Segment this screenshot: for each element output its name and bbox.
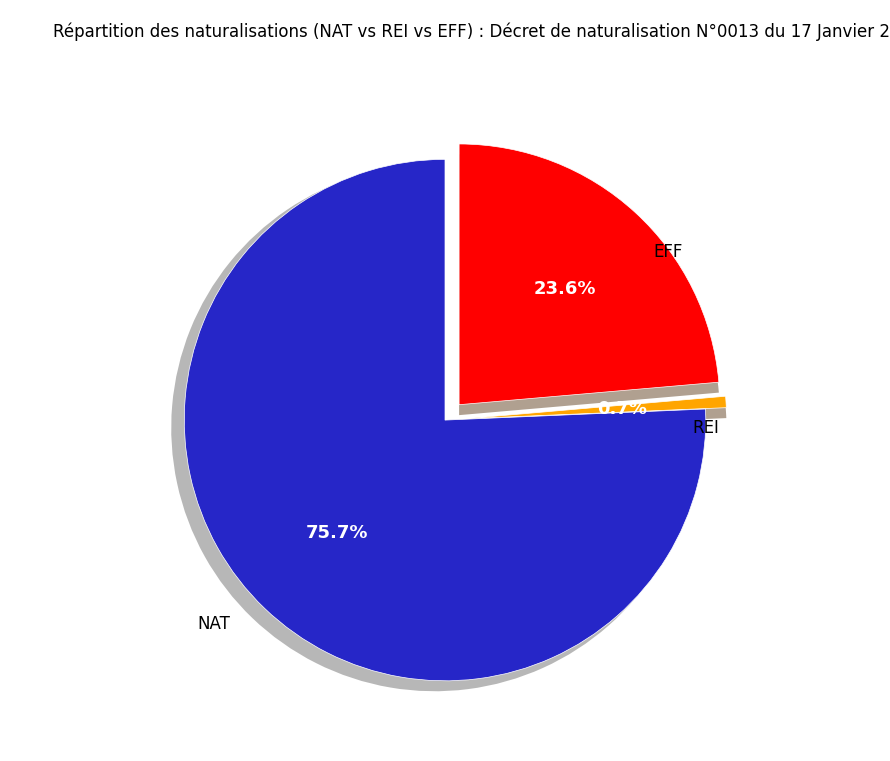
Text: 0.7%: 0.7%	[597, 400, 647, 418]
Text: NAT: NAT	[198, 615, 231, 632]
Wedge shape	[459, 154, 719, 416]
Wedge shape	[184, 159, 706, 681]
Wedge shape	[171, 164, 698, 691]
Wedge shape	[465, 406, 726, 429]
Wedge shape	[465, 396, 726, 419]
Wedge shape	[459, 144, 719, 405]
Text: 75.7%: 75.7%	[305, 524, 368, 542]
Text: 23.6%: 23.6%	[534, 280, 596, 298]
Text: REI: REI	[692, 419, 720, 437]
Text: EFF: EFF	[653, 243, 683, 261]
Text: Répartition des naturalisations (NAT vs REI vs EFF) : Décret de naturalisation N: Répartition des naturalisations (NAT vs …	[53, 23, 890, 41]
